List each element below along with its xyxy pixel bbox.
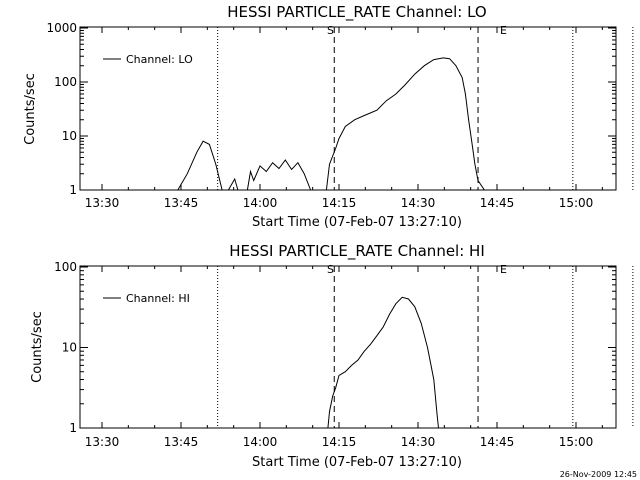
chart-title: HESSI PARTICLE_RATE Channel: LO (227, 3, 486, 22)
x-tick-label: 13:45 (164, 435, 199, 449)
x-axis-label: Start Time (07-Feb-07 13:27:10) (252, 215, 462, 230)
x-tick-label: 14:30 (401, 196, 436, 210)
x-tick-label: 13:45 (164, 196, 199, 210)
y-tick-label: 100 (54, 75, 77, 89)
plot-frame (79, 26, 617, 191)
x-axis-label: Start Time (07-Feb-07 13:27:10) (252, 455, 462, 470)
x-tick-label: 14:15 (322, 196, 357, 210)
x-tick-label: 14:15 (322, 435, 357, 449)
start-marker-label: S (327, 263, 334, 276)
x-tick-label: 14:45 (480, 435, 515, 449)
y-axis-label: Counts/sec (30, 311, 45, 383)
end-marker-label: E (500, 24, 507, 37)
series-line (327, 296, 439, 429)
y-tick-label: 1000 (46, 21, 77, 35)
series-line (325, 57, 485, 191)
x-tick-label: 15:00 (559, 435, 594, 449)
start-marker-label: S (327, 24, 334, 37)
y-tick-label: 10 (62, 341, 77, 355)
y-tick-label: 1 (69, 421, 77, 435)
panel-lo: HESSI PARTICLE_RATE Channel: LO 13:30 13:… (23, 3, 634, 230)
y-tick-label: 10 (62, 129, 77, 143)
x-tick-label: 14:00 (243, 196, 278, 210)
series-line (177, 140, 223, 191)
chart-title: HESSI PARTICLE_RATE Channel: HI (229, 242, 485, 261)
plot-frame (79, 265, 617, 429)
legend-label: Channel: HI (126, 292, 190, 305)
x-tick-label: 13:30 (85, 196, 120, 210)
y-axis-label: Counts/sec (23, 73, 38, 145)
end-marker-label: E (500, 263, 507, 276)
x-tick-label: 13:30 (85, 435, 120, 449)
legend-label: Channel: LO (126, 53, 193, 66)
x-tick-label: 14:45 (480, 196, 515, 210)
x-tick-label: 15:00 (559, 196, 594, 210)
series-line (227, 177, 239, 191)
y-tick-label: 1 (69, 183, 77, 197)
x-tick-label: 14:30 (401, 435, 436, 449)
series-line (246, 159, 312, 191)
timestamp: 26-Nov-2009 12:45 (560, 470, 637, 479)
y-tick-label: 100 (54, 260, 77, 274)
panel-hi: HESSI PARTICLE_RATE Channel: HI 13:30 13:… (30, 242, 634, 470)
x-tick-label: 14:00 (243, 435, 278, 449)
